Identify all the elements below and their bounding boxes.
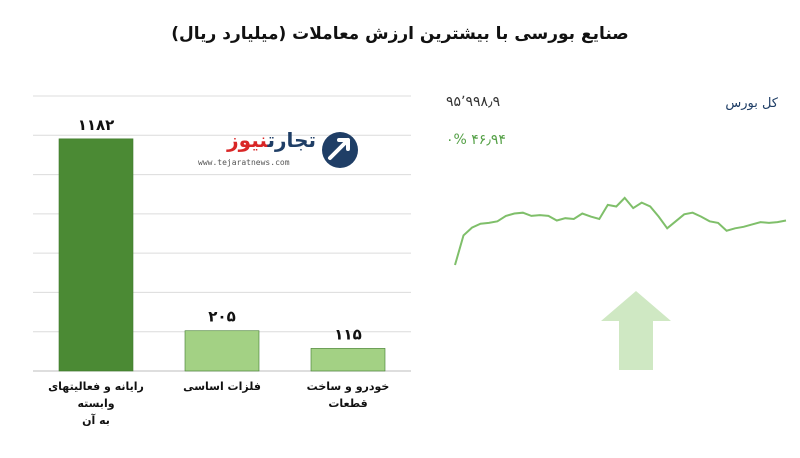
category-label-line: به آن: [82, 414, 110, 427]
category-label-line: خودرو و ساخت قطعات: [306, 380, 390, 410]
logo-brand: تجارتنیوز: [198, 128, 316, 152]
index-change: ۴۶٫۹۴ ۰%: [446, 132, 506, 148]
logo-brand-part1: تجارت: [267, 128, 316, 152]
bar-value-label: ۱۱۵: [334, 325, 361, 343]
index-value: ۹۵٬۹۹۸٫۹: [446, 94, 501, 110]
category-label-line: رایانه و فعالیتهای وابسته: [48, 380, 144, 410]
bar-value-label: ۱۱۸۲: [78, 116, 115, 134]
bar: [184, 330, 260, 372]
category-label: رایانه و فعالیتهای وابسته به آن: [36, 378, 156, 429]
category-label-line: فلزات اساسی: [183, 380, 261, 393]
category-label: خودرو و ساخت قطعات: [288, 378, 408, 412]
tejarat-news-logo: تجارتنیوز www.tejaratnews.com: [192, 126, 364, 176]
logo-mark-icon: [322, 132, 358, 168]
index-name: کل بورس: [725, 96, 778, 111]
logo-url: www.tejaratnews.com: [198, 158, 290, 167]
category-label: فلزات اساسی: [162, 378, 282, 395]
logo-brand-part2: نیوز: [227, 128, 268, 152]
bar: [310, 348, 386, 372]
bar: [58, 138, 134, 372]
bar-value-label: ۲۰۵: [208, 308, 235, 326]
chart-title: صنایع بورسی با بیشترین ارزش معاملات (میل…: [171, 24, 629, 44]
